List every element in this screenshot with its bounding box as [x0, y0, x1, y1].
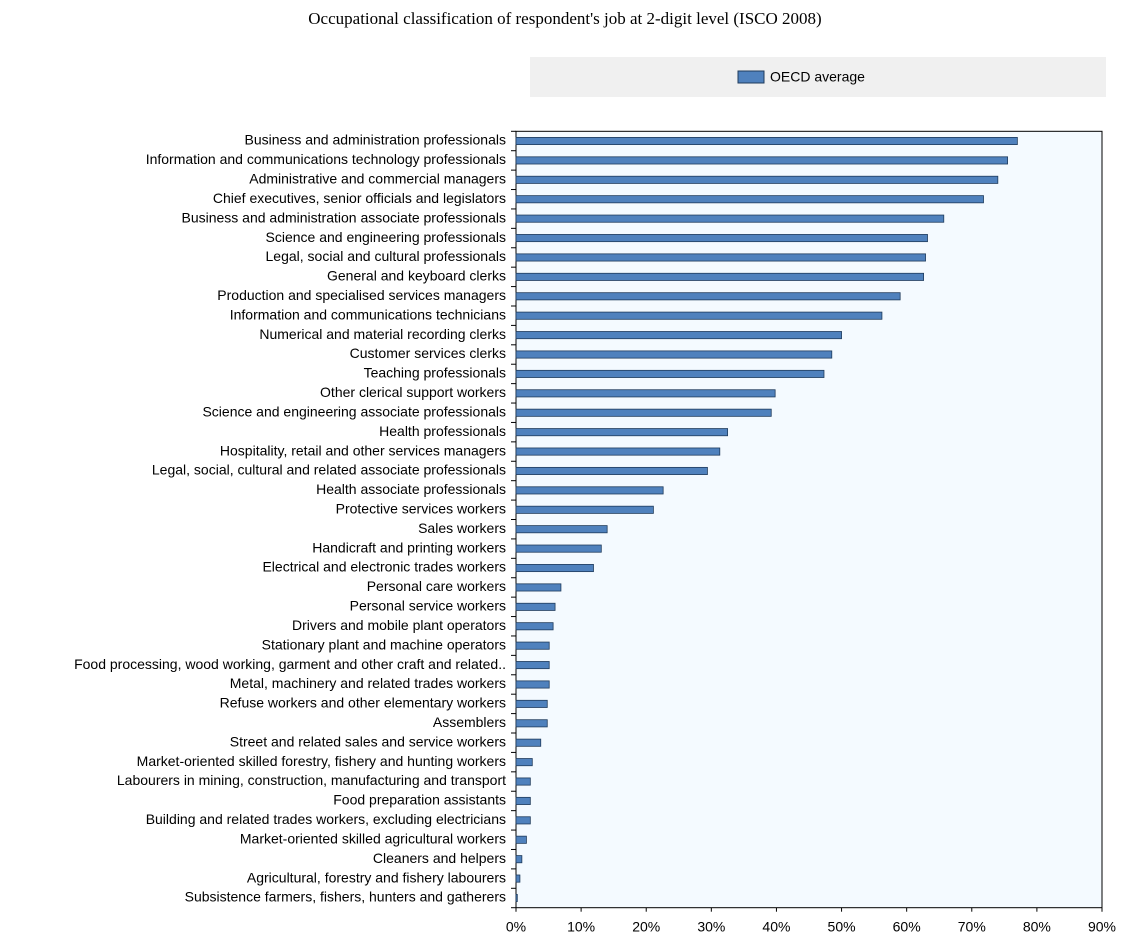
x-tick-label: 90% [1088, 918, 1116, 934]
legend-box [530, 57, 1106, 97]
legend-label: OECD average [770, 69, 865, 85]
x-tick-label: 50% [828, 918, 856, 934]
bar [515, 719, 548, 728]
y-tick-label: Food processing, wood working, garment a… [74, 656, 506, 672]
chart-title: Occupational classification of responden… [308, 9, 821, 28]
y-tick-label: Subsistence farmers, fishers, hunters an… [185, 889, 506, 905]
x-tick-label: 60% [893, 918, 921, 934]
y-tick-label: Protective services workers [336, 500, 506, 516]
bar [515, 253, 926, 262]
y-tick-label: General and keyboard clerks [327, 268, 506, 284]
y-tick-label: Hospitality, retail and other services m… [220, 442, 506, 458]
bar [515, 505, 654, 514]
y-tick-label: Personal service workers [350, 598, 506, 614]
bar [515, 777, 531, 786]
y-tick-label: Electrical and electronic trades workers [262, 559, 506, 575]
y-tick-label: Cleaners and helpers [373, 850, 506, 866]
y-tick-label: Market-oriented skilled forestry, fisher… [137, 753, 506, 769]
y-tick-label: Science and engineering associate profes… [202, 403, 506, 419]
y-tick-label: Building and related trades workers, exc… [146, 811, 506, 827]
bar [515, 311, 883, 320]
y-tick-label: Street and related sales and service wor… [230, 733, 506, 749]
x-tick-label: 10% [567, 918, 595, 934]
y-tick-label: Business and administration professional… [245, 132, 506, 148]
x-tick-label: 80% [1023, 918, 1051, 934]
y-tick-label: Health professionals [379, 423, 506, 439]
bar [515, 641, 550, 650]
y-tick-label: Numerical and material recording clerks [259, 326, 506, 342]
x-tick-label: 70% [958, 918, 986, 934]
bar [515, 195, 984, 204]
y-tick-label: Production and specialised services mana… [217, 287, 506, 303]
y-tick-label: Information and communications technicia… [230, 306, 506, 322]
y-tick-label: Legal, social and cultural professionals [266, 248, 506, 264]
bar [515, 350, 833, 359]
y-tick-label: Chief executives, senior officials and l… [213, 190, 506, 206]
bar [515, 137, 1018, 146]
bar [515, 835, 527, 844]
y-tick-label: Teaching professionals [364, 365, 506, 381]
bar [515, 331, 842, 340]
y-tick-label: Health associate professionals [316, 481, 506, 497]
y-tick-label: Science and engineering professionals [266, 229, 507, 245]
bar [515, 156, 1008, 165]
bar [515, 680, 550, 689]
bar [515, 699, 548, 708]
bar [515, 525, 608, 534]
bar [515, 389, 776, 398]
y-tick-label: Customer services clerks [350, 345, 506, 361]
bar [515, 874, 521, 883]
y-tick-label: Other clerical support workers [320, 384, 506, 400]
y-tick-label: Business and administration associate pr… [181, 209, 506, 225]
y-tick-label: Refuse workers and other elementary work… [220, 695, 506, 711]
bar [515, 408, 772, 417]
legend-swatch [737, 70, 765, 84]
x-tick-label: 40% [762, 918, 790, 934]
y-tick-label: Market-oriented skilled agricultural wor… [240, 830, 506, 846]
bar [515, 893, 518, 902]
y-tick-label: Information and communications technolog… [146, 151, 506, 167]
bar [515, 428, 729, 437]
bar [515, 855, 523, 864]
y-tick-label: Agricultural, forestry and fishery labou… [247, 869, 506, 885]
y-tick-label: Labourers in mining, construction, manuf… [117, 772, 506, 788]
bar [515, 175, 999, 184]
y-tick-label: Food preparation assistants [333, 792, 506, 808]
bar [515, 758, 533, 767]
x-tick-label: 0% [506, 918, 526, 934]
bar [515, 564, 594, 573]
y-tick-label: Drivers and mobile plant operators [292, 617, 506, 633]
bar [515, 583, 562, 592]
bar [515, 292, 901, 301]
bar [515, 369, 825, 378]
y-tick-label: Sales workers [418, 520, 506, 536]
plot-area [515, 130, 1103, 909]
y-tick-label: Metal, machinery and related trades work… [230, 675, 506, 691]
bar [515, 602, 556, 611]
y-tick-label: Administrative and commercial managers [249, 171, 506, 187]
y-tick-label: Assemblers [433, 714, 506, 730]
y-tick-label: Personal care workers [367, 578, 506, 594]
x-tick-label: 30% [697, 918, 725, 934]
bar [515, 622, 554, 631]
bar [515, 466, 708, 475]
bar [515, 214, 945, 223]
bar [515, 447, 721, 456]
bar [515, 544, 602, 553]
bar [515, 816, 531, 825]
bar [515, 234, 928, 243]
bar [515, 661, 550, 670]
bar [515, 796, 531, 805]
y-tick-label: Legal, social, cultural and related asso… [152, 462, 506, 478]
bar [515, 486, 664, 495]
y-tick-label: Stationary plant and machine operators [262, 636, 506, 652]
bar [515, 272, 924, 281]
x-tick-label: 20% [632, 918, 660, 934]
bar [515, 738, 542, 747]
y-tick-label: Handicraft and printing workers [312, 539, 506, 555]
